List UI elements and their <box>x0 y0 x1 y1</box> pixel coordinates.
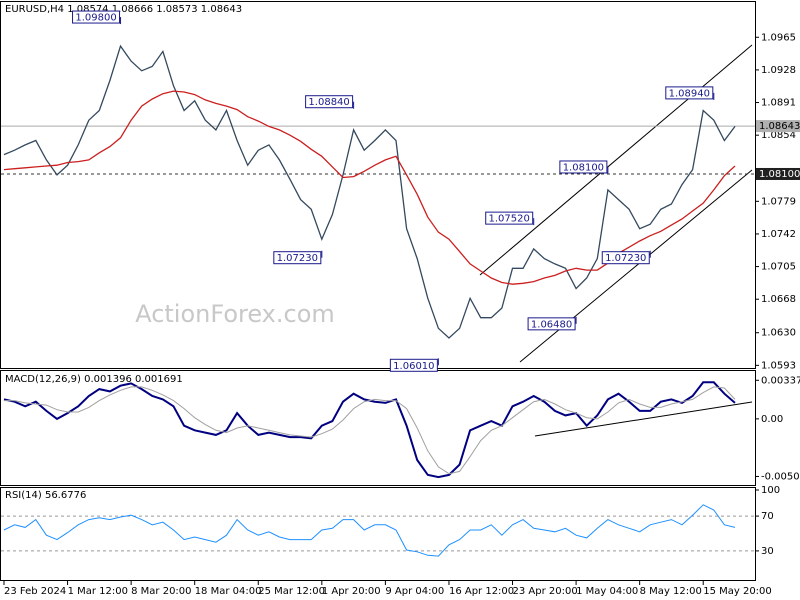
y-tick-label: 1.0705 <box>761 262 796 273</box>
y-tick-label: 1.0854 <box>761 130 796 141</box>
annotation-label: 1.07520 <box>489 214 530 225</box>
y-tick-label: 1.0668 <box>761 294 796 305</box>
annotation-box <box>389 358 438 372</box>
y-tick-label: 0.003375 <box>761 375 800 386</box>
annotation-label: 1.07230 <box>605 253 646 264</box>
macd-panel <box>0 370 756 486</box>
y-tick-label: 0.00 <box>761 414 783 425</box>
annotation-box <box>72 10 121 24</box>
panel-title: RSI(14) 56.6776 <box>5 490 86 501</box>
annotation-box <box>485 211 534 225</box>
series-line <box>3 381 736 479</box>
price-panel <box>0 1 756 369</box>
x-tick-label: 1 May 04:00 <box>576 586 638 597</box>
x-tick-label: 18 Mar 04:00 <box>195 586 262 597</box>
y-tick-label: 1.0965 <box>761 32 796 43</box>
annotation-box <box>559 160 608 174</box>
y-tick-label: 30 <box>761 546 774 557</box>
x-tick-label: 23 Apr 20:00 <box>513 586 578 597</box>
x-tick-label: 8 Mar 20:00 <box>131 586 191 597</box>
price-level-label: 1.08643 <box>759 121 800 132</box>
annotation-box <box>273 251 322 265</box>
watermark: ActionForex.com <box>135 300 335 328</box>
rsi-panel <box>0 487 756 581</box>
price-level-box <box>756 120 800 133</box>
x-tick-label: 1 Mar 12:00 <box>68 586 128 597</box>
x-tick-label: 8 May 12:00 <box>640 586 702 597</box>
channel-upper <box>479 44 753 276</box>
y-tick-label: 1.0779 <box>761 196 796 207</box>
x-tick-label: 1 Apr 20:00 <box>322 586 381 597</box>
x-tick-label: 16 Apr 12:00 <box>449 586 514 597</box>
x-tick-label: 23 Feb 2024 <box>4 586 66 597</box>
series-line <box>3 44 736 339</box>
y-tick-label: 1.0928 <box>761 65 796 76</box>
annotation-box <box>305 95 354 109</box>
x-tick-label: 15 May 20:00 <box>703 586 772 597</box>
macd-trendline <box>534 401 753 437</box>
annotation-label: 1.06010 <box>393 361 434 372</box>
y-tick-label: 1.0630 <box>761 328 796 339</box>
panel-title: EURUSD,H4 1.08574 1.08666 1.08573 1.0864… <box>5 4 242 15</box>
annotation-box <box>527 317 576 331</box>
annotation-label: 1.08100 <box>563 162 604 173</box>
annotation-label: 1.08940 <box>669 88 710 99</box>
price-level-box <box>756 167 800 180</box>
y-tick-label: -0.00504 <box>761 471 800 482</box>
annotation-label: 1.08840 <box>308 97 349 108</box>
annotation-box <box>601 251 650 265</box>
series-line <box>3 504 736 557</box>
annotation-box <box>665 86 714 100</box>
x-tick-label: 25 Mar 12:00 <box>258 586 325 597</box>
y-tick-label: 1.0593 <box>761 360 796 371</box>
y-tick-label: 100 <box>761 485 780 496</box>
channel-lower <box>519 169 753 363</box>
y-tick-label: 1.0742 <box>761 229 796 240</box>
x-tick-label: 9 Apr 04:00 <box>385 586 444 597</box>
annotation-label: 1.06480 <box>531 319 572 330</box>
panel-title: MACD(12,26,9) 0.001396 0.001691 <box>5 374 183 385</box>
y-tick-label: 1.0891 <box>761 98 796 109</box>
annotation-label: 1.09800 <box>75 13 116 24</box>
y-tick-label: 70 <box>761 511 774 522</box>
annotation-label: 1.07230 <box>277 253 318 264</box>
price-level-label: 1.08100 <box>759 169 800 180</box>
series-line <box>4 386 736 475</box>
